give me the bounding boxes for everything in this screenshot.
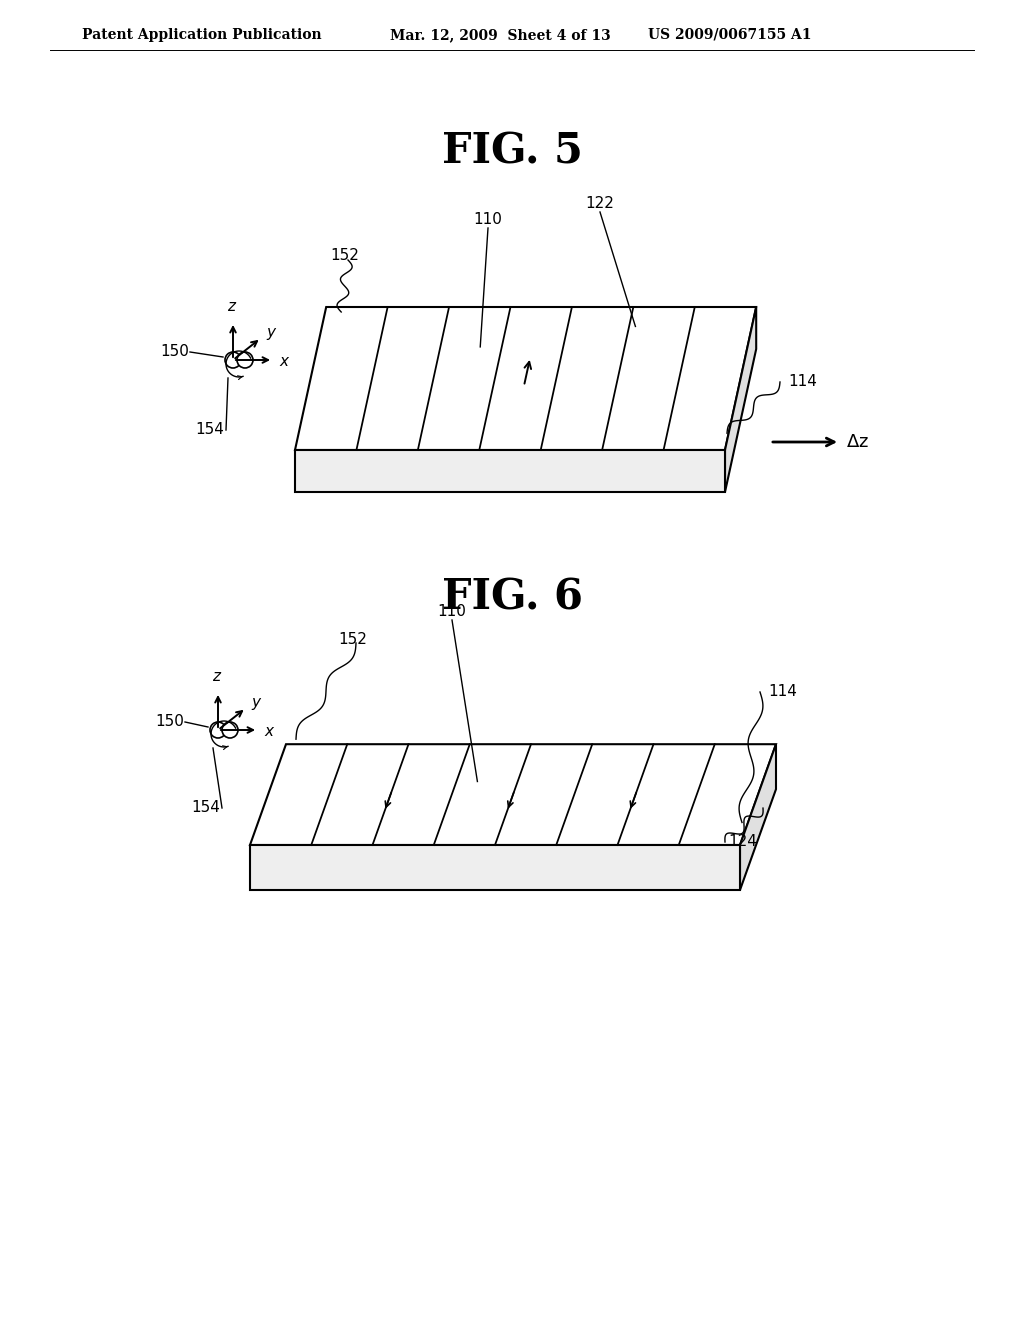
- Text: 154: 154: [196, 422, 224, 437]
- Text: US 2009/0067155 A1: US 2009/0067155 A1: [648, 28, 811, 42]
- Text: y: y: [251, 696, 260, 710]
- Text: x: x: [264, 725, 273, 739]
- Text: 110: 110: [437, 605, 467, 619]
- Polygon shape: [295, 308, 756, 450]
- Polygon shape: [295, 450, 725, 492]
- Text: 154: 154: [191, 800, 220, 816]
- Text: 152: 152: [338, 632, 367, 648]
- Text: z: z: [227, 300, 234, 314]
- Text: 110: 110: [473, 213, 503, 227]
- Text: 114: 114: [768, 685, 797, 700]
- Polygon shape: [250, 845, 740, 890]
- Text: FIG. 6: FIG. 6: [441, 576, 583, 618]
- Circle shape: [225, 352, 241, 368]
- Polygon shape: [725, 308, 756, 492]
- Text: 150: 150: [160, 345, 188, 359]
- Text: 150: 150: [155, 714, 184, 730]
- Circle shape: [210, 722, 226, 738]
- Polygon shape: [250, 744, 776, 845]
- Text: 114: 114: [788, 375, 817, 389]
- Text: y: y: [266, 326, 275, 341]
- Text: 122: 122: [586, 197, 614, 211]
- Circle shape: [237, 352, 253, 368]
- Text: z: z: [212, 669, 220, 684]
- Text: 124: 124: [728, 834, 757, 850]
- Polygon shape: [740, 744, 776, 890]
- Circle shape: [222, 722, 238, 738]
- Text: 152: 152: [330, 248, 358, 263]
- Text: $\Delta$z: $\Delta$z: [846, 433, 869, 451]
- Text: FIG. 5: FIG. 5: [441, 131, 583, 173]
- Text: Patent Application Publication: Patent Application Publication: [82, 28, 322, 42]
- Text: Mar. 12, 2009  Sheet 4 of 13: Mar. 12, 2009 Sheet 4 of 13: [390, 28, 610, 42]
- Text: x: x: [279, 355, 288, 370]
